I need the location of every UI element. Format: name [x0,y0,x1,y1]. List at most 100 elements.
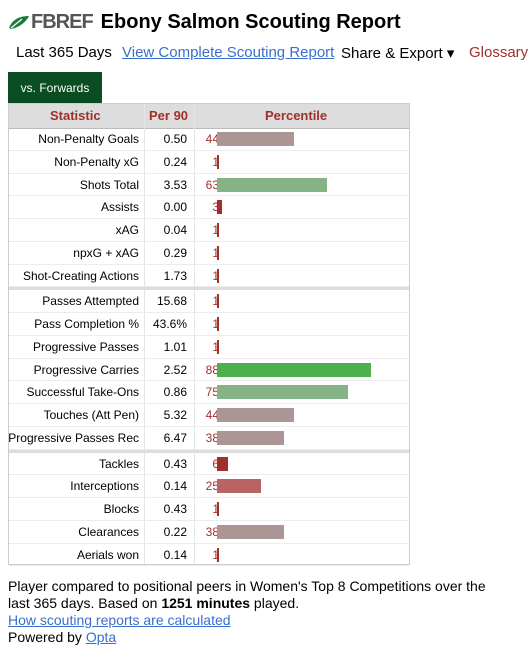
table-row: Interceptions 0.14 25 [9,475,409,498]
table-row: Tackles 0.43 6 [9,453,409,476]
fbref-leaf-icon [9,16,29,29]
percentile-value: 75 [205,385,219,400]
stat-name: Passes Attempted [42,294,139,309]
per90-value: 0.04 [163,223,187,237]
stat-name: Blocks [103,502,139,516]
per90-value: 6.47 [163,430,187,445]
tab-vs-forwards[interactable]: vs. Forwards [8,72,102,103]
stat-name: Shots Total [79,177,139,192]
share-export-menu[interactable]: Share & Export ▾ [341,45,455,62]
footer-note-prefix: last 365 days. Based on [8,595,162,611]
report-nav: Last 365 Days View Complete Scouting Rep… [16,42,530,64]
percentile-bar [217,339,219,354]
percentile-value: 6 [212,456,219,471]
stat-name: Clearances [78,524,139,539]
group-separator [9,287,409,291]
stat-name: npxG + xAG [73,245,139,260]
per90-value: 0.24 [163,154,187,169]
percentile-bar [217,524,284,539]
per90-value: 0.50 [163,132,187,146]
stat-name: Non-Penalty Goals [38,132,139,146]
percentile-bar [217,200,222,215]
percentile-value: 1 [212,502,219,516]
percentile-value: 1 [212,317,219,331]
minutes-played: 1251 minutes [161,595,251,611]
stat-name: Touches (Att Pen) [43,408,139,422]
stat-name: Aerials won [76,547,139,562]
footer-note-line1: Player compared to positional peers in W… [8,578,486,594]
table-row: Passes Attempted 15.68 1 [9,290,409,313]
table-row: Progressive Carries 2.52 88 [9,359,409,382]
opta-link[interactable]: Opta [85,629,117,645]
percentile-value: 88 [205,362,219,377]
fbref-logo[interactable]: FBREF [8,10,94,34]
report-footer: Player compared to positional peers in W… [8,578,508,646]
stat-name: Shot-Creating Actions [22,268,139,283]
percentile-value: 38 [205,524,219,539]
stat-name: Tackles [98,456,139,471]
per90-value: 0.43 [163,502,187,516]
header-statistic[interactable]: Statistic [50,108,101,123]
percentile-bar [217,479,261,494]
percentile-value: 44 [205,408,219,422]
percentile-bar [217,154,219,169]
per90-value: 15.68 [156,294,187,309]
logo-text: FBREF [31,10,94,33]
percentile-bar [217,223,219,237]
table-row: Pass Completion % 43.6% 1 [9,313,409,336]
table-row: Progressive Passes Rec 6.47 38 [8,427,409,450]
table-row: npxG + xAG 0.29 1 [9,242,409,265]
methodology-link[interactable]: How scouting reports are calculated [8,612,231,628]
table-row: Aerials won 0.14 1 [9,544,409,567]
footer-note-suffix: played. [250,595,300,611]
column-divider [144,104,145,564]
table-row: Successful Take-Ons 0.86 75 [9,381,409,404]
powered-by: Powered by Opta [8,629,508,646]
per90-value: 0.86 [163,385,187,400]
stat-name: Progressive Passes Rec [8,430,139,445]
per90-value: 43.6% [152,317,187,331]
table-row: Non-Penalty xG 0.24 1 [9,151,409,174]
percentile-value: 44 [205,132,219,146]
per90-value: 5.32 [163,408,187,422]
percentile-value: 1 [212,154,219,169]
percentile-bar [217,245,219,260]
scouting-table: Statistic Per 90 Percentile Non-Penalty … [8,103,410,567]
view-complete-report-link[interactable]: View Complete Scouting Report [122,44,335,61]
percentile-value: 1 [212,339,219,354]
stat-name: Pass Completion % [34,317,139,331]
header-percentile[interactable]: Percentile [265,108,328,123]
percentile-value: 1 [212,547,219,562]
stat-name: Progressive Passes [32,339,139,354]
per90-value: 1.01 [163,339,187,354]
percentile-bar [217,177,327,192]
percentile-bar [217,547,219,562]
percentile-value: 1 [212,294,219,309]
percentile-bar [217,385,348,400]
footer-note-line2: last 365 days. Based on 1251 minutes pla… [8,595,508,612]
per90-value: 0.22 [163,524,187,539]
percentile-bar [217,268,219,283]
percentile-value: 1 [212,268,219,283]
stat-name: Non-Penalty xG [54,154,139,169]
table-row: Shots Total 3.53 63 [9,174,409,197]
group-separator [9,449,409,453]
percentile-bar [217,132,294,146]
per90-value: 0.00 [163,200,187,215]
header-per90[interactable]: Per 90 [149,108,189,123]
table-row: Touches (Att Pen) 5.32 44 [9,404,409,427]
percentile-value: 25 [205,479,219,494]
per90-value: 3.53 [163,177,187,192]
percentile-bar [217,362,371,377]
stat-name: Progressive Carries [33,362,139,377]
table-row: Blocks 0.43 1 [9,498,409,521]
page-title: Ebony Salmon Scouting Report [100,10,401,33]
percentile-bar [217,430,284,445]
page-header: FBREF Ebony Salmon Scouting Report [8,8,401,36]
table-row: Clearances 0.22 38 [9,521,409,544]
per90-value: 1.73 [163,268,187,283]
per90-value: 0.14 [163,479,187,494]
percentile-bar [217,408,294,422]
stat-name: Interceptions [70,479,139,494]
glossary-link[interactable]: Glossary [469,44,529,61]
